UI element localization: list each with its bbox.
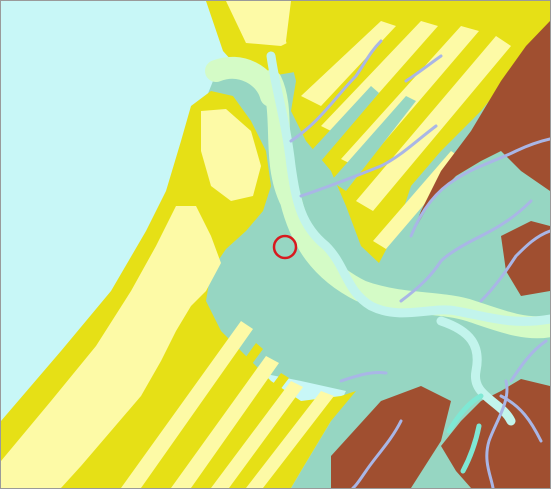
river <box>339 371 388 383</box>
river <box>499 394 543 443</box>
river <box>404 54 443 83</box>
river <box>409 137 550 238</box>
river <box>509 339 548 383</box>
ne-dune-ridge <box>356 36 511 211</box>
river <box>299 124 438 198</box>
river-network <box>289 39 550 488</box>
interdune-flat <box>311 86 379 161</box>
river <box>351 419 403 488</box>
ne-dune-ridge <box>301 21 396 106</box>
sw-dune-ridge-dark <box>151 343 263 488</box>
floodplain-margin <box>205 56 282 107</box>
bedrock-outcrop <box>501 221 550 296</box>
western-dune-crest <box>1 206 221 488</box>
ne-dune-ridge <box>321 21 438 136</box>
sw-dune-ridge <box>246 391 334 488</box>
river <box>289 39 383 143</box>
sw-dune-ridge <box>171 356 279 488</box>
river <box>479 229 550 303</box>
sw-dune-ridge-dark <box>196 373 289 488</box>
tidal-channel-branch <box>436 316 516 426</box>
interdune-flat <box>331 96 416 191</box>
location-ring-icon[interactable] <box>272 234 298 260</box>
river <box>399 199 533 303</box>
sw-dune-ridge <box>211 381 303 488</box>
bedrock-upland-east <box>411 21 550 236</box>
tidal-creek <box>460 423 482 474</box>
sw-dune-ridge <box>121 321 253 488</box>
tidal-creek <box>446 393 484 434</box>
main-tidal-channel <box>266 51 550 326</box>
western-dune-crest <box>201 109 261 201</box>
